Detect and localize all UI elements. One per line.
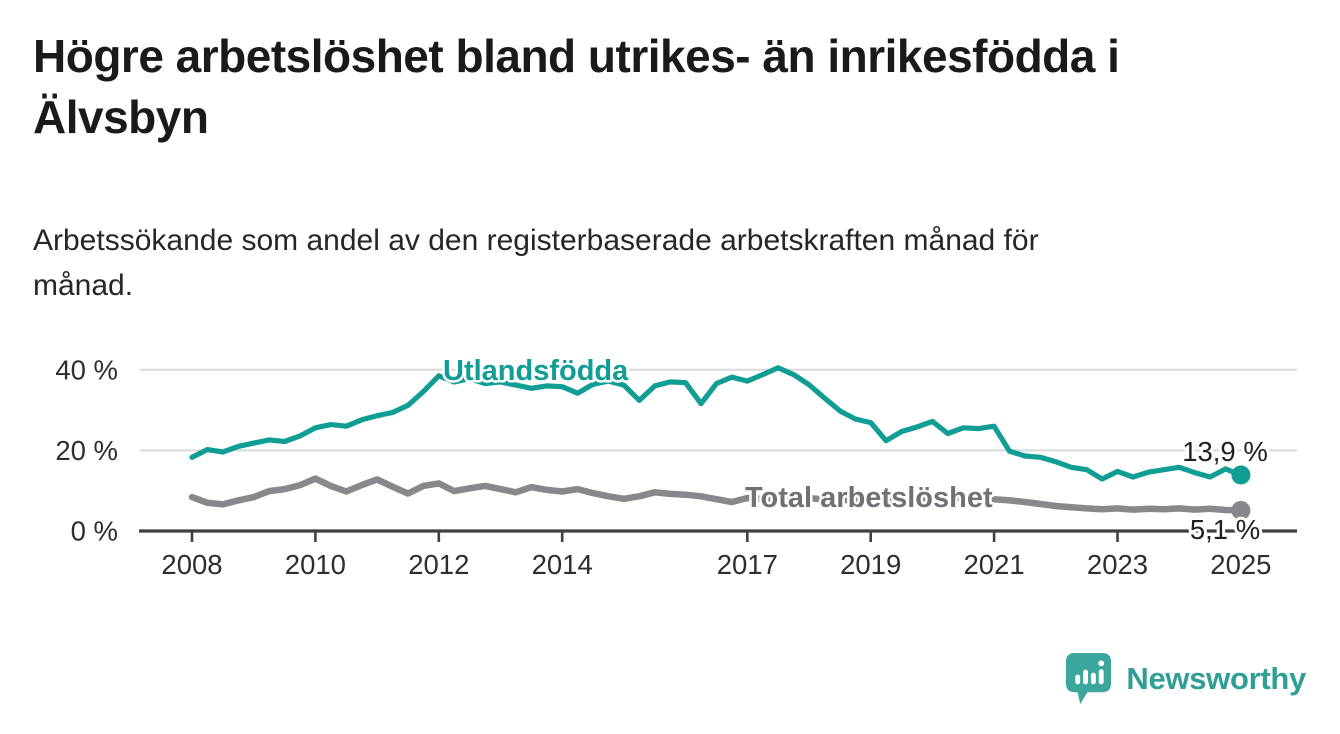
speech-bubble-shape [1066,653,1112,704]
unemployment-line-chart: 0 % 20 % 40 % 2008 2010 2012 2014 2017 2019 2021 2… [55,353,1297,580]
total-arbetsloshet-end-value-label: 5,1 % [1190,514,1260,545]
total-arbetsloshet-end-dot [1231,500,1251,520]
utlandsfodda-end-dot [1231,465,1251,485]
page-title: Högre arbetslöshet bland utrikes- än inr… [33,26,1120,148]
x-axis-label-2019: 2019 [840,549,901,580]
exclamation-bar [1099,669,1105,685]
page-title-line1: Högre arbetslöshet bland utrikes- än inr… [33,30,1120,82]
newsworthy-logo-text: Newsworthy [1126,660,1306,696]
x-axis-label-2014: 2014 [532,549,593,580]
page-title-line2: Älvsbyn [33,91,209,144]
x-axis-label-2023: 2023 [1087,549,1148,580]
newsworthy-logo-icon [1066,653,1112,704]
utlandsfodda-label: Utlandsfödda [443,355,629,387]
x-axis-label-2010: 2010 [285,549,346,580]
x-axis-label-2017: 2017 [717,549,778,580]
bar-1 [1075,674,1081,685]
utlandsfodda-line [189,365,1244,482]
x-axis-label-2021: 2021 [964,549,1025,580]
newsworthy-brand-link[interactable]: Newsworthy [1064,651,1306,706]
y-axis-label-20: 20 % [55,435,118,466]
y-axis-label-40: 40 % [55,354,118,385]
total-arbetsloshet-label: Total arbetslöshet [745,482,993,514]
chart-subtitle: Arbetssökande som andel av den registerb… [33,218,1039,308]
bar-3 [1091,672,1097,685]
chart-subtitle-line2: månad. [33,269,134,302]
x-axis-label-2012: 2012 [408,549,469,580]
y-axis-label-0: 0 % [71,516,118,547]
x-axis-label-2025: 2025 [1210,549,1271,580]
total-arbetsloshet-line [188,475,1245,514]
x-axis-label-2008: 2008 [161,549,222,580]
bar-2 [1083,669,1089,685]
exclamation-dot [1098,660,1105,667]
utlandsfodda-end-value-label: 13,9 % [1182,436,1268,467]
chart-subtitle-line1: Arbetssökande som andel av den registerb… [33,224,1039,257]
